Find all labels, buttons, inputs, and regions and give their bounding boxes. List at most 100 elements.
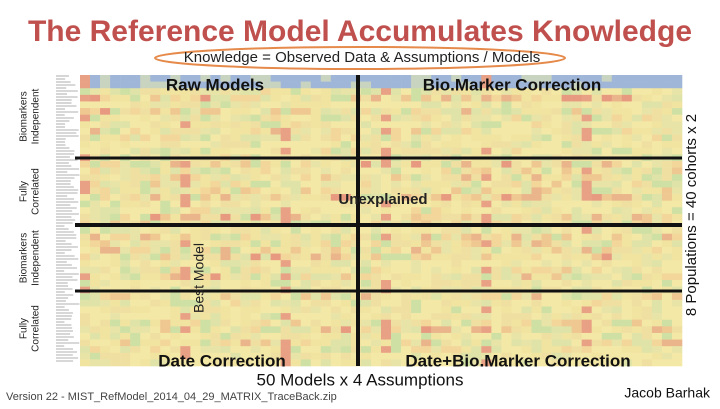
heatmap-cell bbox=[240, 280, 251, 287]
heatmap-cell bbox=[541, 293, 552, 301]
heatmap-cell bbox=[511, 260, 522, 268]
heatmap-cell bbox=[491, 147, 502, 155]
heatmap-cell bbox=[250, 141, 261, 149]
heatmap-cell bbox=[661, 207, 673, 215]
heatmap-cell bbox=[591, 141, 603, 149]
heatmap-cell bbox=[150, 194, 161, 201]
heatmap-cell bbox=[621, 213, 633, 221]
heatmap-cell bbox=[621, 200, 633, 208]
row-group-label: Biomarkers bbox=[19, 91, 30, 142]
heatmap-cell bbox=[110, 260, 121, 268]
heatmap-cell bbox=[431, 167, 442, 175]
heatmap-cell bbox=[421, 227, 432, 235]
heatmap-cell bbox=[80, 167, 91, 175]
heatmap-cell bbox=[561, 194, 572, 201]
heatmap-cell bbox=[541, 306, 552, 314]
heatmap-cell bbox=[471, 359, 482, 367]
heatmap-cell bbox=[90, 253, 101, 261]
heatmap-cell bbox=[130, 121, 141, 129]
heatmap-cell bbox=[631, 227, 643, 235]
heatmap-cell bbox=[120, 260, 131, 268]
heatmap-cell bbox=[471, 75, 482, 82]
heatmap-cell bbox=[391, 147, 402, 155]
heatmap-cell bbox=[651, 167, 663, 175]
heatmap-cell bbox=[661, 246, 673, 254]
heatmap-cell bbox=[170, 266, 181, 274]
heatmap-cell bbox=[531, 359, 542, 367]
heatmap-cell bbox=[100, 280, 111, 287]
heatmap-cell bbox=[491, 319, 502, 327]
heatmap-cell bbox=[391, 313, 402, 320]
heatmap-cell bbox=[661, 299, 673, 307]
heatmap-cell bbox=[330, 313, 342, 320]
heatmap-cell bbox=[411, 174, 422, 182]
heatmap-cell bbox=[521, 108, 532, 115]
heatmap-cell bbox=[641, 346, 653, 354]
heatmap-cell bbox=[210, 319, 221, 327]
heatmap-cell bbox=[671, 141, 683, 149]
heatmap-cell bbox=[150, 207, 161, 215]
heatmap-cell bbox=[431, 240, 442, 248]
heatmap-cell bbox=[391, 200, 402, 208]
heatmap-cell bbox=[451, 273, 462, 281]
heatmap-cell bbox=[310, 299, 322, 307]
heatmap-cell bbox=[501, 101, 512, 109]
heatmap-cell bbox=[451, 75, 462, 82]
heatmap-cell bbox=[621, 114, 633, 122]
heatmap-cell bbox=[401, 94, 412, 102]
heatmap-cell bbox=[300, 174, 312, 182]
heatmap-cell bbox=[411, 359, 422, 367]
heatmap-cell bbox=[280, 114, 291, 122]
heatmap-cell bbox=[120, 114, 131, 122]
heatmap-cell bbox=[451, 280, 462, 287]
heatmap-cell bbox=[300, 108, 312, 115]
heatmap-cell bbox=[551, 147, 562, 155]
heatmap-cell bbox=[240, 187, 251, 195]
heatmap-cell bbox=[280, 194, 291, 201]
heatmap-cell bbox=[511, 273, 522, 281]
heatmap-cell bbox=[501, 359, 512, 367]
heatmap-cell bbox=[180, 246, 191, 254]
heatmap-cell bbox=[130, 293, 141, 301]
heatmap-cell bbox=[240, 346, 251, 354]
heatmap-cell bbox=[661, 213, 673, 221]
heatmap-cell bbox=[431, 187, 442, 195]
heatmap-cell bbox=[220, 174, 231, 182]
heatmap-cell bbox=[671, 266, 683, 274]
heatmap-cell bbox=[310, 319, 322, 327]
heatmap-cell bbox=[541, 246, 552, 254]
heatmap-cell bbox=[561, 114, 572, 122]
heatmap-cell bbox=[160, 260, 171, 268]
heatmap-cell bbox=[100, 121, 111, 129]
heatmap-cell bbox=[421, 88, 432, 96]
heatmap-cell bbox=[200, 75, 211, 82]
heatmap-cell bbox=[571, 114, 582, 122]
heatmap-cell bbox=[220, 187, 231, 195]
heatmap-cell bbox=[381, 332, 392, 340]
heatmap-cell bbox=[521, 160, 532, 168]
heatmap-cell bbox=[591, 266, 603, 274]
heatmap-cell bbox=[531, 141, 542, 149]
heatmap-cell bbox=[160, 101, 171, 109]
heatmap-cell bbox=[421, 160, 432, 168]
heatmap-cell bbox=[190, 147, 201, 155]
heatmap-cell bbox=[320, 141, 332, 149]
heatmap-cell bbox=[441, 147, 452, 155]
heatmap-cell bbox=[431, 319, 442, 327]
heatmap-cell bbox=[441, 81, 452, 89]
heatmap-cell bbox=[110, 207, 121, 215]
heatmap-cell bbox=[551, 121, 562, 129]
heatmap-cell bbox=[180, 194, 191, 201]
heatmap-cell bbox=[451, 127, 462, 135]
heatmap-cell bbox=[310, 359, 322, 367]
heatmap-cell bbox=[641, 299, 653, 307]
heatmap-cell bbox=[571, 81, 582, 89]
heatmap-cell bbox=[130, 127, 141, 135]
heatmap-cell bbox=[651, 88, 663, 96]
heatmap-cell bbox=[250, 207, 261, 215]
heatmap-cell bbox=[170, 332, 181, 340]
heatmap-cell bbox=[280, 233, 291, 241]
heatmap-cell bbox=[240, 194, 251, 201]
heatmap-cell bbox=[521, 141, 532, 149]
heatmap-cell bbox=[601, 246, 613, 254]
